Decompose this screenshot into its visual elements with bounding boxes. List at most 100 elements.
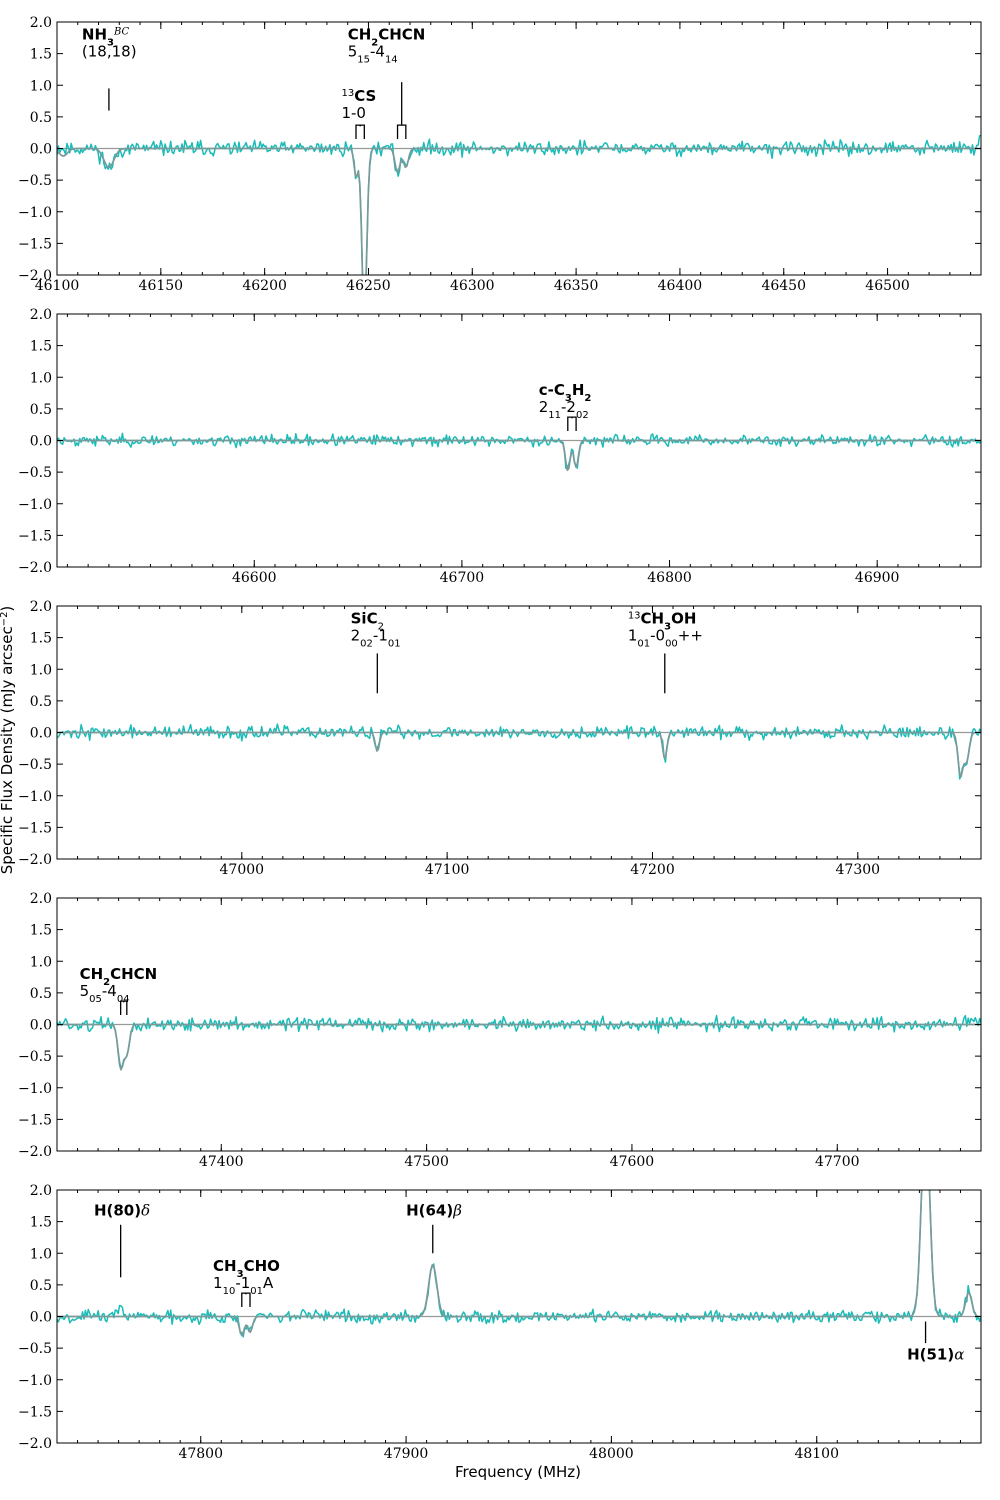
annotation-part: 02: [576, 409, 589, 420]
annotation-part: 04: [117, 993, 130, 1004]
x-tick-label: 47900: [384, 1446, 429, 1462]
annotation-part: 3: [664, 621, 671, 632]
model-spectrum-line: [57, 439, 981, 472]
annotation-label: H(80)δ: [94, 1201, 150, 1219]
y-tick-label: −0.5: [18, 1049, 52, 1065]
panel-3: 2.0 1.5 1.0 0.5 0.0 −0.5 −1.0 −1.5 −2.0 47000 4710…: [18, 599, 982, 878]
y-tick-label: −2.0: [18, 1436, 52, 1452]
y-tick-label: −1.0: [18, 497, 52, 513]
model-spectrum-line: [57, 1023, 981, 1071]
annotation-part: -0: [650, 627, 665, 645]
annotation-label: 101-000++: [628, 627, 703, 650]
x-tick-label: 47600: [610, 1154, 655, 1170]
y-tick-label: 0.0: [30, 726, 52, 742]
annotation-part: CH: [348, 26, 372, 44]
y-tick-label: 1.5: [30, 47, 52, 63]
annotation-part: 11: [548, 409, 561, 420]
panel-4: 2.0 1.5 1.0 0.5 0.0 −0.5 −1.0 −1.5 −2.0 47400 4750…: [18, 891, 982, 1170]
annotation-label: 505-404: [80, 982, 130, 1005]
model-spectrum-line: [57, 147, 981, 275]
x-tick-label: 47700: [815, 1154, 860, 1170]
annotation-part: H(64): [406, 1201, 453, 1219]
annotation-bracket: [120, 1000, 128, 1016]
model-spectrum-line: [57, 1190, 981, 1337]
x-axis-title: Frequency (MHz): [455, 1463, 581, 1481]
annotation-part: 2: [371, 37, 378, 48]
annotation-part: 2: [103, 976, 110, 987]
x-tick-label: 47400: [199, 1154, 244, 1170]
annotation-part: ++: [678, 627, 703, 645]
y-tick-label: −0.5: [18, 1341, 52, 1357]
y-tick-label: −2.0: [18, 268, 52, 284]
annotation-part: H: [572, 381, 585, 399]
annotation-label: H(64)β: [406, 1201, 462, 1219]
y-tick-label: −2.0: [18, 852, 52, 868]
y-tick-label: 2.0: [30, 599, 52, 615]
y-tick-label: 0.0: [30, 1310, 52, 1326]
x-tick-label: 47300: [836, 862, 881, 878]
y-axis-title-sup: −2: [0, 612, 10, 627]
y-tick-label: 1.0: [30, 78, 52, 94]
annotation-part: α: [954, 1346, 964, 1364]
x-tick-label: 47800: [178, 1446, 223, 1462]
y-tick-label: −2.0: [18, 1144, 52, 1160]
annotation-part: 3: [237, 1268, 244, 1279]
annotation-part: 14: [385, 54, 398, 65]
annotation-part: 2: [539, 398, 549, 416]
annotation-label: NH3BC: [82, 26, 130, 49]
annotation-part: 10: [223, 1285, 236, 1296]
y-tick-label: −1.0: [18, 1373, 52, 1389]
annotation-part: H(80): [94, 1201, 141, 1219]
y-tick-label: −1.5: [18, 236, 52, 252]
y-tick-label: −1.0: [18, 1081, 52, 1097]
annotation-part: 05: [89, 993, 102, 1004]
annotation-part: 1-0: [341, 104, 366, 122]
panel-2: 2.0 1.5 1.0 0.5 0.0 −0.5 −1.0 −1.5 −2.0 46600 4670…: [18, 307, 982, 586]
annotation-part: CHCN: [110, 965, 157, 983]
y-tick-label: 1.0: [30, 370, 52, 386]
annotation-part: A: [263, 1274, 274, 1292]
line-annotation: H(51)α: [907, 1321, 964, 1364]
y-tick-label: 2.0: [30, 891, 52, 907]
annotation-part: OH: [671, 610, 696, 628]
line-annotation: NH3BC(18,18): [82, 26, 137, 111]
y-tick-label: 1.0: [30, 954, 52, 970]
annotation-part: (18,18): [82, 43, 137, 61]
x-tick-label: 47100: [425, 862, 470, 878]
line-annotation: H(64)β: [406, 1201, 462, 1254]
annotation-part: SiC: [351, 610, 378, 628]
observed-spectrum-line: [57, 432, 981, 470]
x-tick-label: 46350: [554, 278, 599, 294]
annotation-label: SiC2: [351, 610, 384, 633]
annotation-label: CH2CHCN: [348, 26, 426, 49]
annotation-part: 01: [388, 638, 401, 649]
annotation-part: c-C: [539, 381, 565, 399]
annotation-label: H(51)α: [907, 1346, 964, 1364]
y-tick-label: 0.5: [30, 1278, 52, 1294]
x-tick-label: 47000: [220, 862, 265, 878]
x-tick-label: 48100: [794, 1446, 839, 1462]
y-tick-label: 0.0: [30, 1018, 52, 1034]
annotation-part: CH: [80, 965, 104, 983]
annotation-label: CH3CHO: [213, 1257, 280, 1280]
observed-spectrum-line: [57, 134, 981, 275]
annotation-part: CH: [213, 1257, 237, 1275]
annotation-label: CH2CHCN: [80, 965, 158, 988]
y-tick-label: 0.5: [30, 694, 52, 710]
x-tick-label: 47500: [404, 1154, 449, 1170]
annotation-part: CHO: [244, 1257, 280, 1275]
y-tick-label: 0.0: [30, 142, 52, 158]
annotation-part: -4: [370, 43, 385, 61]
annotation-part: 3: [565, 392, 572, 403]
annotation-part: CHCN: [378, 26, 425, 44]
y-tick-label: 1.5: [30, 339, 52, 355]
y-tick-label: 0.5: [30, 110, 52, 126]
x-tick-label: 46900: [855, 570, 900, 586]
annotation-part: 15: [357, 54, 370, 65]
